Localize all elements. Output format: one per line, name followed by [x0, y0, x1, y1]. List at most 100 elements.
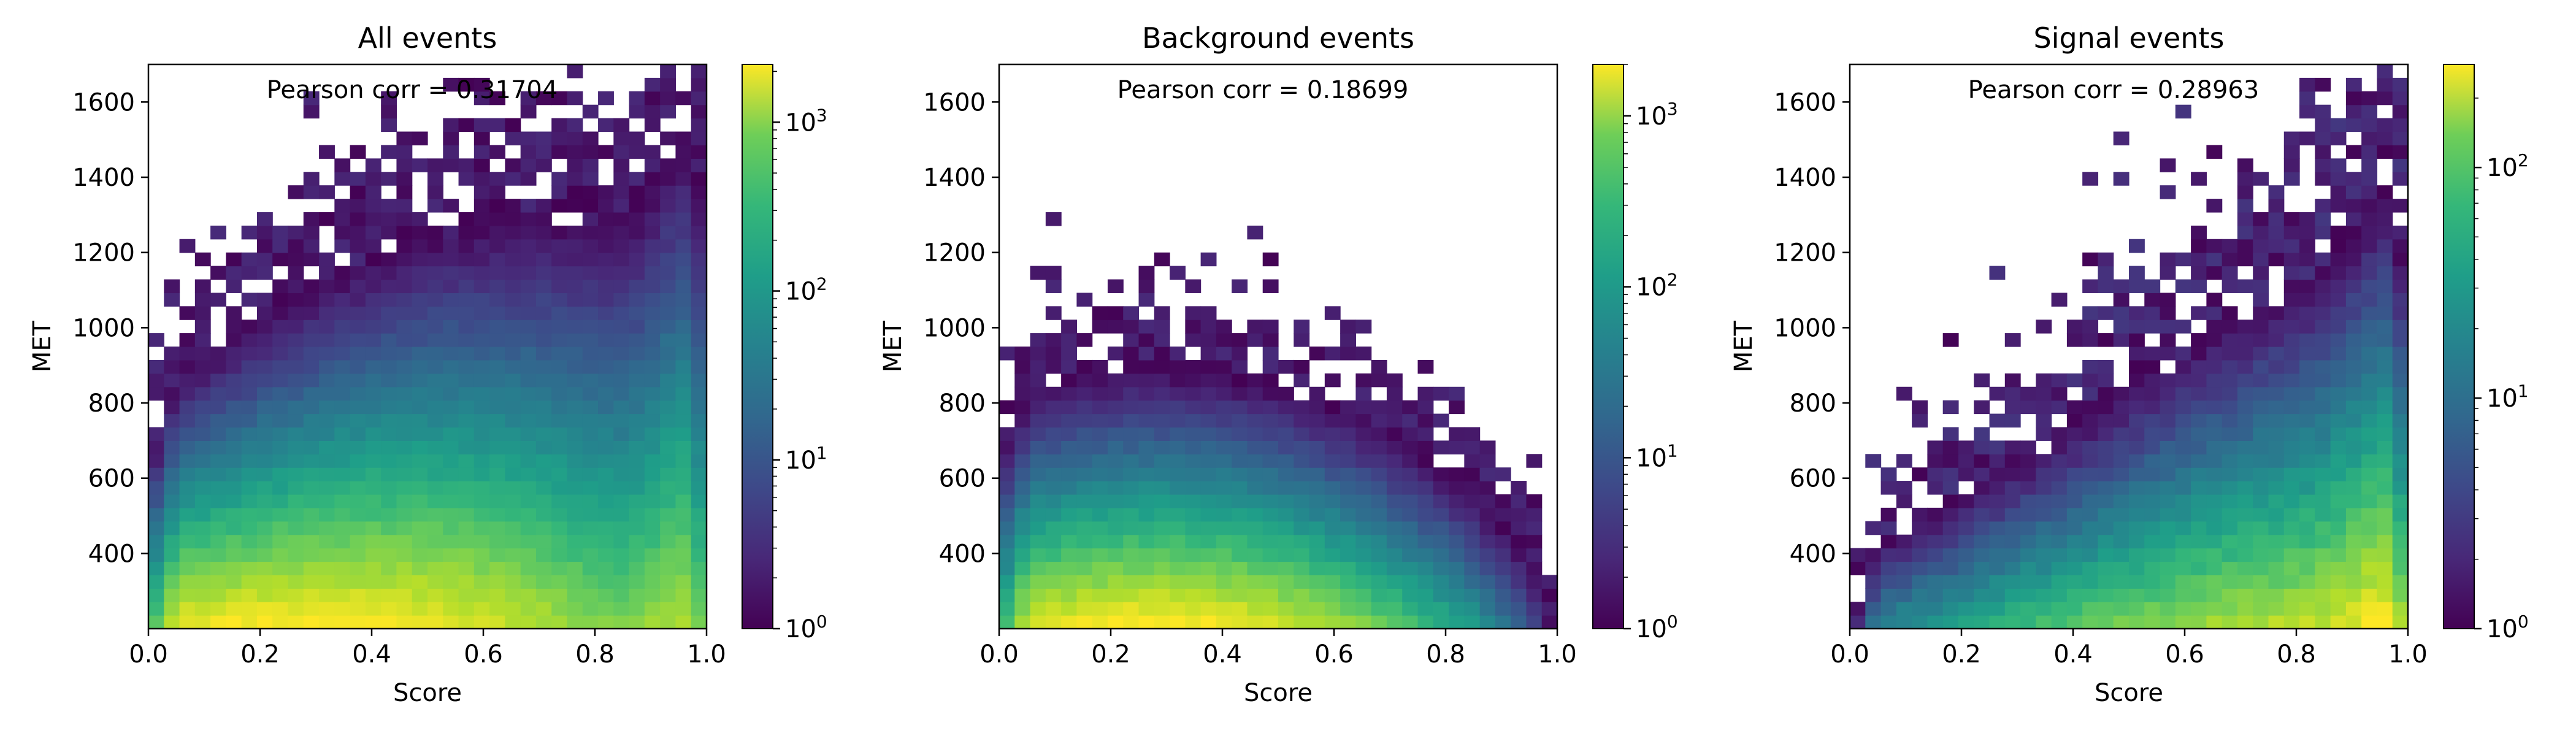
heatmap-cell — [2253, 225, 2269, 240]
heatmap-cell — [2315, 320, 2331, 334]
heatmap-cell — [613, 534, 630, 549]
heatmap-cell — [2221, 279, 2238, 293]
heatmap-cell — [2113, 602, 2129, 616]
heatmap-cell — [303, 588, 320, 602]
heatmap-cell — [396, 131, 413, 146]
heatmap-cell — [1092, 400, 1108, 415]
heatmap-cell — [2175, 481, 2191, 495]
heatmap-cell — [2191, 494, 2207, 508]
heatmap-cell — [1232, 534, 1248, 549]
heatmap-cell — [179, 413, 196, 428]
heatmap-cell — [210, 386, 226, 401]
heatmap-cell — [2098, 266, 2114, 280]
heatmap-cell — [1170, 561, 1186, 575]
heatmap-cell — [303, 467, 320, 481]
heatmap-cell — [1989, 561, 2006, 575]
heatmap-cell — [1232, 548, 1248, 562]
heatmap-cell — [303, 306, 320, 320]
heatmap-cell — [319, 386, 335, 401]
heatmap-cell — [691, 64, 707, 79]
heatmap-cell — [489, 507, 505, 522]
heatmap-cell — [2175, 104, 2191, 119]
heatmap-cell — [241, 347, 258, 361]
heatmap-cell — [505, 293, 521, 307]
heatmap-cell — [1865, 615, 1882, 629]
heatmap-cell — [2253, 534, 2269, 549]
heatmap-cell — [319, 320, 335, 334]
heatmap-cell — [489, 333, 505, 347]
heatmap-cell — [2253, 172, 2269, 186]
heatmap-cell — [1309, 386, 1325, 401]
heatmap-cell — [2144, 373, 2161, 388]
heatmap-cell — [412, 548, 428, 562]
heatmap-cell — [999, 507, 1015, 522]
heatmap-cell — [164, 454, 180, 468]
heatmap-cell — [505, 118, 521, 132]
heatmap-cell — [1092, 575, 1108, 589]
heatmap-cell — [2191, 279, 2207, 293]
heatmap-cell — [1927, 521, 1944, 535]
heatmap-cell — [1417, 507, 1434, 522]
heatmap-cell — [535, 239, 552, 253]
heatmap-cell — [2098, 306, 2114, 320]
heatmap-cell — [582, 548, 599, 562]
heatmap-cell — [629, 279, 645, 293]
heatmap-cell — [458, 293, 475, 307]
heatmap-cell — [396, 239, 413, 253]
heatmap-cell — [2345, 481, 2362, 495]
heatmap-cell — [1247, 413, 1263, 428]
heatmap-cell — [691, 225, 707, 240]
heatmap-cell — [520, 266, 537, 280]
heatmap-cell — [1464, 507, 1481, 522]
heatmap-cell — [1433, 467, 1449, 481]
heatmap-cell — [194, 306, 211, 320]
heatmap-cell — [2345, 91, 2362, 105]
heatmap-cell — [505, 413, 521, 428]
y-tick-label: 1600 — [1774, 88, 1836, 117]
heatmap-cell — [473, 561, 490, 575]
heatmap-cell — [551, 131, 568, 146]
heatmap-cell — [1511, 481, 1527, 495]
heatmap-cell — [2144, 467, 2161, 481]
heatmap-cell — [1262, 400, 1279, 415]
heatmap-cell — [520, 454, 537, 468]
heatmap-cell — [1138, 333, 1155, 347]
heatmap-cell — [1170, 454, 1186, 468]
heatmap-cell — [350, 279, 366, 293]
heatmap-cell — [2283, 320, 2300, 334]
heatmap-cell — [1340, 427, 1356, 441]
heatmap-cell — [210, 347, 226, 361]
heatmap-cell — [1324, 347, 1341, 361]
heatmap-cell — [2268, 507, 2285, 522]
heatmap-cell — [334, 548, 351, 562]
heatmap-cell — [2345, 386, 2362, 401]
heatmap-cell — [1355, 440, 1372, 454]
heatmap-cell — [2206, 400, 2223, 415]
heatmap-cell — [272, 494, 289, 508]
heatmap-cell — [1232, 279, 1248, 293]
heatmap-cell — [629, 507, 645, 522]
heatmap-cell — [535, 561, 552, 575]
y-axis-label: MET — [28, 320, 56, 372]
heatmap-cell — [1417, 386, 1434, 401]
heatmap-cell — [427, 386, 443, 401]
heatmap-cell — [288, 333, 304, 347]
heatmap-cell — [1896, 548, 1912, 562]
heatmap-cell — [567, 521, 583, 535]
heatmap-cell — [1958, 561, 1974, 575]
heatmap-cell — [613, 359, 630, 374]
heatmap-cell — [2082, 333, 2099, 347]
heatmap-cell — [2066, 320, 2083, 334]
heatmap-cell — [1262, 413, 1279, 428]
heatmap-cell — [2144, 413, 2161, 428]
heatmap-cell — [272, 320, 289, 334]
heatmap-cell — [489, 440, 505, 454]
heatmap-cell — [1232, 373, 1248, 388]
heatmap-cell — [2283, 481, 2300, 495]
heatmap-cell — [412, 225, 428, 240]
heatmap-cell — [458, 440, 475, 454]
heatmap-cell — [381, 306, 397, 320]
heatmap-cell — [1092, 507, 1108, 522]
heatmap-cell — [2160, 266, 2176, 280]
heatmap-cell — [2144, 400, 2161, 415]
